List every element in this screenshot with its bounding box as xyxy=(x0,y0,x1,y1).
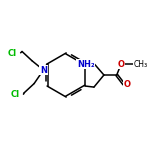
Text: CH₃: CH₃ xyxy=(134,60,148,69)
Text: O: O xyxy=(117,60,124,69)
Text: NH₂: NH₂ xyxy=(77,60,95,69)
Text: Cl: Cl xyxy=(11,90,20,99)
Text: Cl: Cl xyxy=(8,50,17,58)
Text: N: N xyxy=(40,66,47,75)
Text: O: O xyxy=(124,80,131,89)
